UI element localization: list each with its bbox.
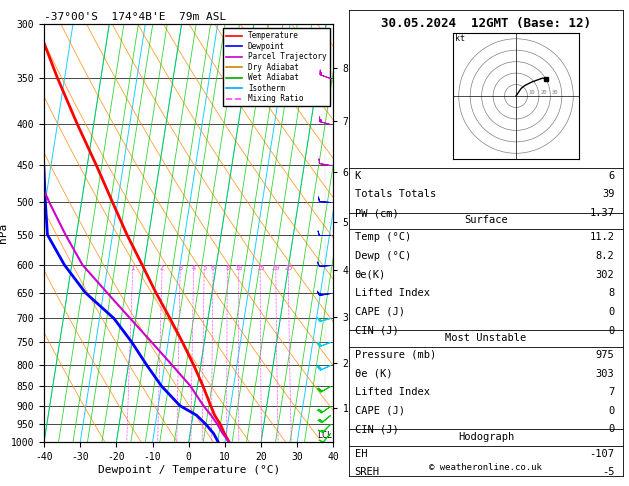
Text: PW (cm): PW (cm) — [355, 208, 398, 218]
Text: 0: 0 — [608, 307, 615, 317]
Text: © weatheronline.co.uk: © weatheronline.co.uk — [430, 463, 542, 471]
Text: 3: 3 — [178, 265, 182, 271]
Text: 7: 7 — [608, 387, 615, 397]
Legend: Temperature, Dewpoint, Parcel Trajectory, Dry Adiabat, Wet Adiabat, Isotherm, Mi: Temperature, Dewpoint, Parcel Trajectory… — [223, 28, 330, 106]
Text: EH: EH — [355, 449, 367, 459]
Text: kt: kt — [455, 34, 465, 43]
Text: CIN (J): CIN (J) — [355, 424, 398, 434]
Text: -107: -107 — [589, 449, 615, 459]
Text: 10: 10 — [235, 265, 243, 271]
Text: CIN (J): CIN (J) — [355, 326, 398, 335]
Text: 39: 39 — [602, 190, 615, 199]
Text: Lifted Index: Lifted Index — [355, 387, 430, 397]
Text: 2: 2 — [160, 265, 164, 271]
Text: θe(K): θe(K) — [355, 270, 386, 279]
X-axis label: Dewpoint / Temperature (°C): Dewpoint / Temperature (°C) — [97, 465, 280, 475]
Text: 975: 975 — [596, 350, 615, 360]
Text: 4: 4 — [191, 265, 196, 271]
Text: 30: 30 — [552, 90, 558, 95]
Text: -5: -5 — [602, 468, 615, 477]
Text: LCL: LCL — [317, 431, 332, 440]
Text: 10: 10 — [528, 90, 535, 95]
Text: 6: 6 — [211, 265, 215, 271]
Text: 0: 0 — [608, 326, 615, 335]
Text: 0: 0 — [608, 424, 615, 434]
Text: CAPE (J): CAPE (J) — [355, 307, 404, 317]
Text: 302: 302 — [596, 270, 615, 279]
Text: 8: 8 — [225, 265, 230, 271]
Text: Totals Totals: Totals Totals — [355, 190, 436, 199]
Y-axis label: hPa: hPa — [0, 223, 8, 243]
Text: Lifted Index: Lifted Index — [355, 288, 430, 298]
Text: 20: 20 — [272, 265, 280, 271]
Text: 15: 15 — [256, 265, 264, 271]
Text: K: K — [355, 171, 361, 181]
Text: 6: 6 — [608, 171, 615, 181]
Text: 11.2: 11.2 — [589, 232, 615, 242]
Text: CAPE (J): CAPE (J) — [355, 406, 404, 416]
Text: SREH: SREH — [355, 468, 379, 477]
Text: 20: 20 — [540, 90, 547, 95]
Text: 303: 303 — [596, 368, 615, 379]
Text: Surface: Surface — [464, 215, 508, 226]
Text: 25: 25 — [284, 265, 292, 271]
Text: Most Unstable: Most Unstable — [445, 333, 526, 343]
Text: 0: 0 — [608, 406, 615, 416]
Text: 8.2: 8.2 — [596, 251, 615, 261]
Text: θe (K): θe (K) — [355, 368, 392, 379]
Text: 8: 8 — [608, 288, 615, 298]
Text: Dewp (°C): Dewp (°C) — [355, 251, 411, 261]
Y-axis label: km
ASL: km ASL — [362, 223, 379, 244]
Text: 30.05.2024  12GMT (Base: 12): 30.05.2024 12GMT (Base: 12) — [381, 17, 591, 30]
Text: 1.37: 1.37 — [589, 208, 615, 218]
Text: 1: 1 — [131, 265, 135, 271]
Text: Pressure (mb): Pressure (mb) — [355, 350, 436, 360]
Text: Temp (°C): Temp (°C) — [355, 232, 411, 242]
Text: Hodograph: Hodograph — [458, 432, 514, 442]
Text: 5: 5 — [202, 265, 206, 271]
Text: -37°00'S  174°4B'E  79m ASL: -37°00'S 174°4B'E 79m ASL — [44, 12, 226, 22]
